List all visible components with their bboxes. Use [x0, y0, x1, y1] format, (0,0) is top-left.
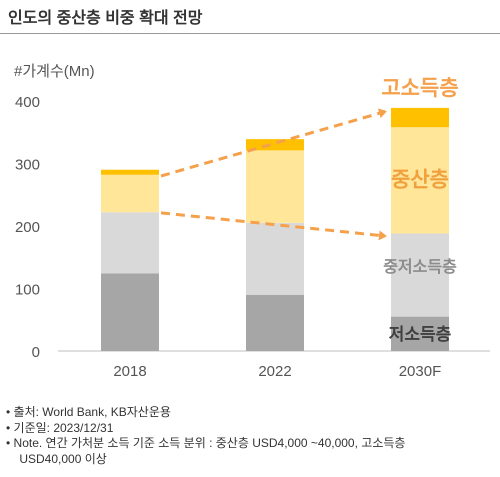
- label-middle-class: 중산층: [391, 167, 449, 191]
- trend-arrow-down: [160, 211, 387, 241]
- title-divider: [0, 33, 500, 34]
- bar-segment: [246, 139, 304, 151]
- bar-segment: [391, 127, 449, 234]
- bar-segment: [101, 273, 159, 351]
- label-low-income: 저소득층: [389, 325, 452, 345]
- note-source: • 출처: World Bank, KB자산운용: [6, 405, 171, 419]
- label-lower-middle: 중저소득층: [383, 257, 457, 276]
- x-tick-label: 2030F: [399, 363, 442, 380]
- bar-segment: [391, 233, 449, 317]
- chart-svg: 0 100 200 300 400 2018 2022 2030F 고소득층중산층중저소득층저소…: [15, 76, 490, 380]
- y-tick-label: 0: [32, 344, 40, 361]
- notes: • 출처: World Bank, KB자산운용 • 기준일: 2023/12/…: [6, 405, 486, 467]
- x-tick-label: 2018: [113, 363, 146, 380]
- x-tick-label: 2022: [258, 363, 291, 380]
- bar-segment: [391, 316, 449, 351]
- label-high-income: 고소득층: [381, 76, 458, 100]
- bar-segment: [246, 222, 304, 295]
- note-date: • 기준일: 2023/12/31: [6, 420, 114, 435]
- note-definition-cont: USD40,000 이상: [6, 451, 107, 466]
- bar-segment: [101, 174, 159, 213]
- note-definition: • Note. 연간 가처분 소득 기준 소득 분위 : 중산층 USD4,00…: [6, 436, 406, 450]
- bar-segment: [246, 294, 304, 351]
- bar-segment: [101, 212, 159, 274]
- y-tick-label: 200: [15, 219, 40, 236]
- trend-arrow-up: [160, 108, 387, 178]
- bar-segment: [391, 107, 449, 128]
- y-tick-label: 100: [15, 282, 40, 299]
- bar-segment: [101, 169, 159, 175]
- chart-title: 인도의 중산층 비중 확대 전망: [8, 10, 203, 27]
- bar-segment: [246, 150, 304, 223]
- y-tick-label: 400: [15, 94, 40, 111]
- y-axis-label: #가계수(Mn): [14, 63, 95, 80]
- y-tick-label: 300: [15, 157, 40, 174]
